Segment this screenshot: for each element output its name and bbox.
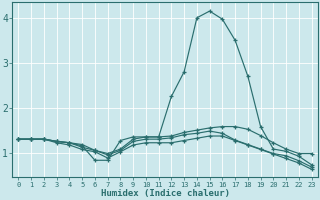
X-axis label: Humidex (Indice chaleur): Humidex (Indice chaleur) — [100, 189, 229, 198]
